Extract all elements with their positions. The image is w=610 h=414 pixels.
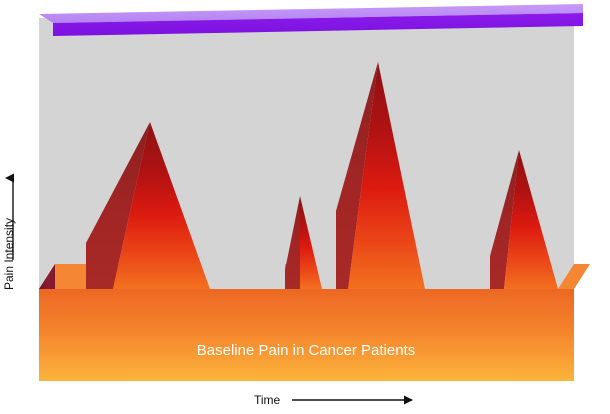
pain-spike-1 [86, 122, 210, 289]
pain-spike-4-front-face [504, 150, 558, 289]
y-axis-label: Pain Intensity [2, 218, 16, 290]
pain-spike-4-side-face [490, 150, 519, 289]
base-slab-front-face [39, 289, 574, 381]
ceiling-bar-front-face [53, 13, 583, 36]
chart-title: Baseline Pain in Cancer Patients [197, 342, 415, 359]
x-axis-label: Time [254, 393, 281, 407]
ceiling-bar [39, 4, 583, 36]
x-axis: Time [254, 393, 413, 407]
pain-spike-2-front-face [300, 196, 322, 289]
pain-spike-3-front-face [348, 62, 425, 289]
pain-spike-4 [490, 150, 558, 289]
pain-spike-3-side-face [336, 62, 378, 289]
pain-spike-2-side-face [285, 196, 300, 289]
pain-spike-1-side-face [86, 122, 150, 289]
pain-spike-2 [285, 196, 322, 289]
ceiling-bar-top-face [39, 4, 583, 23]
y-axis: Pain Intensity [2, 173, 16, 290]
pain-spike-3 [336, 62, 425, 289]
pain-spike-1-front-face [113, 122, 210, 289]
